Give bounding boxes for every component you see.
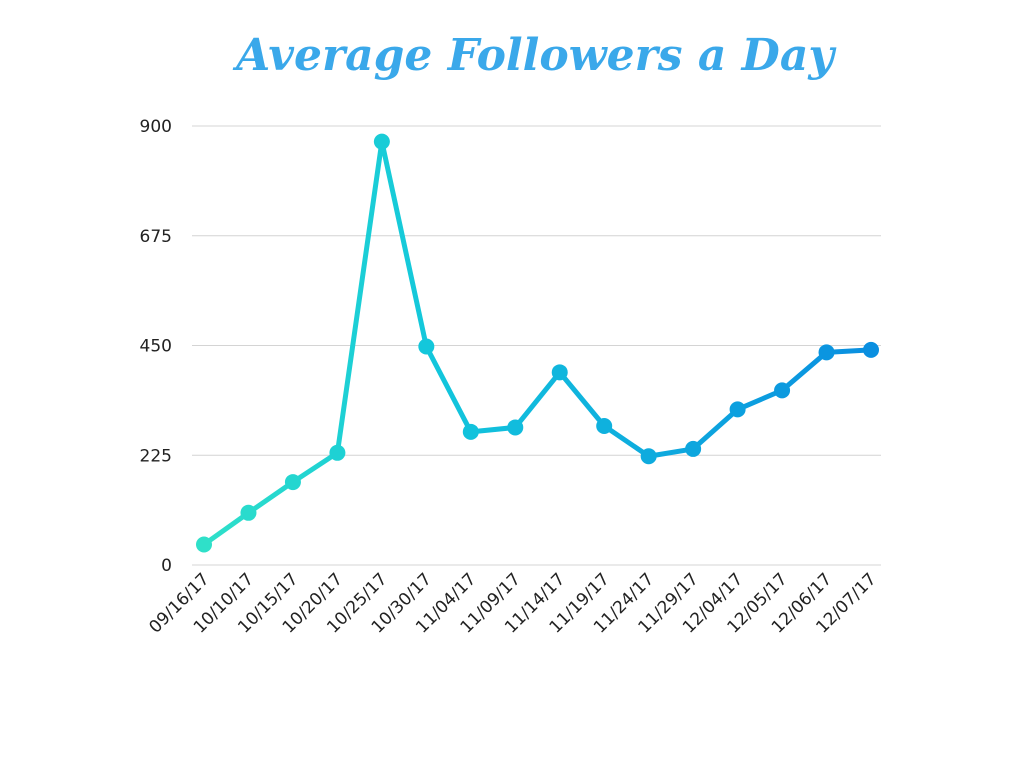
chart-title: Average Followers a Day <box>232 30 837 81</box>
data-point <box>373 133 390 150</box>
data-point <box>329 444 346 461</box>
y-tick-label: 225 <box>140 446 172 466</box>
data-point <box>596 417 613 434</box>
data-point <box>729 401 746 418</box>
data-point <box>818 344 835 361</box>
data-point <box>240 504 257 521</box>
data-point <box>418 338 435 355</box>
y-tick-label: 0 <box>161 556 172 576</box>
data-point <box>685 440 702 457</box>
data-point <box>551 364 568 381</box>
grid-lines <box>192 125 881 566</box>
data-point <box>462 423 479 440</box>
data-point <box>507 419 524 436</box>
y-tick-label: 900 <box>140 117 172 137</box>
data-points <box>196 133 879 553</box>
data-point <box>774 382 791 399</box>
x-axis-ticks: 09/16/1710/10/1710/15/1710/20/1710/25/17… <box>145 569 880 637</box>
data-point <box>196 536 212 553</box>
y-tick-label: 675 <box>140 227 172 247</box>
data-point <box>863 341 879 358</box>
data-point <box>640 448 657 465</box>
series-line-group <box>201 139 874 548</box>
series-line <box>201 139 874 548</box>
y-tick-label: 450 <box>140 337 172 357</box>
y-axis-ticks: 0 225 450 675 900 <box>140 117 172 576</box>
data-point <box>284 474 301 491</box>
